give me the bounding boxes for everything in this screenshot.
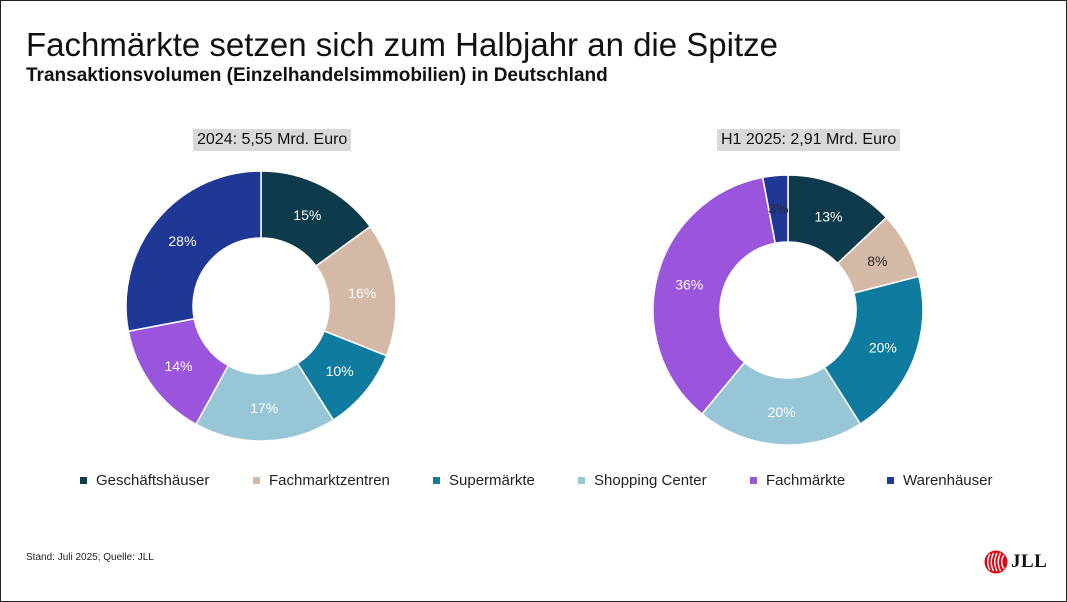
legend-item-geschaeftshaeuser: Geschäftshäuser — [80, 472, 209, 489]
legend-swatch — [80, 477, 87, 484]
data-label: 14% — [164, 358, 192, 374]
legend-label: Warenhäuser — [903, 472, 993, 489]
donut-chart-0: 15% 16% 10% 17% 14% 28% — [125, 170, 397, 442]
jll-logo-icon — [984, 550, 1008, 574]
logo-text: JLL — [1011, 551, 1048, 572]
donut-slice-warenhäuser — [761, 174, 789, 245]
data-label: 20% — [768, 404, 796, 420]
legend-item-supermaerkte: Supermärkte — [433, 472, 535, 489]
donut-slice-fachmarktzentren — [314, 225, 397, 357]
page-title: Fachmärkte setzen sich zum Halbjahr an d… — [26, 26, 779, 63]
chart-title-2024: 2024: 5,55 Mrd. Euro — [193, 129, 352, 151]
data-label: 10% — [326, 363, 354, 379]
page-subtitle: Transaktionsvolumen (Einzelhandelsimmobi… — [26, 65, 608, 86]
data-label: 15% — [293, 207, 321, 223]
data-label: 3% — [768, 200, 788, 216]
donut-slice-warenhäuser — [125, 170, 262, 333]
donut-slice-supermärkte — [823, 275, 924, 426]
legend-label: Shopping Center — [594, 472, 707, 489]
jll-logo: JLL — [984, 550, 1047, 574]
legend-swatch — [253, 477, 260, 484]
data-label: 20% — [869, 340, 897, 356]
data-label: 17% — [250, 400, 278, 416]
data-label: 8% — [867, 253, 887, 269]
data-label: 28% — [168, 233, 196, 249]
data-label: 13% — [814, 208, 842, 224]
donut-slice-fachmärkte — [652, 176, 777, 416]
legend-item-shopping-center: Shopping Center — [578, 472, 707, 489]
legend-label: Fachmarktzentren — [269, 472, 390, 489]
legend-label: Geschäftshäuser — [96, 472, 210, 489]
legend-swatch — [433, 477, 440, 484]
donut-chart-1: 13% 8% 20% 20% 36% 3% — [652, 174, 924, 446]
legend-item-warenhaeuser: Warenhäuser — [887, 472, 993, 489]
legend-swatch — [750, 477, 757, 484]
donut-slice-shopping center — [700, 361, 862, 446]
legend-label: Fachmärkte — [766, 472, 846, 489]
chart-legend: Geschäftshäuser Fachmarktzentren Supermä… — [0, 472, 1067, 492]
legend-item-fachmaerkte: Fachmärkte — [750, 472, 845, 489]
legend-swatch — [887, 477, 894, 484]
legend-swatch — [578, 477, 585, 484]
source-note: Stand: Juli 2025; Quelle: JLL — [26, 552, 154, 563]
data-label: 36% — [675, 277, 703, 293]
chart-title-h1-2025: H1 2025: 2,91 Mrd. Euro — [717, 129, 901, 151]
legend-label: Supermärkte — [449, 472, 535, 489]
data-label: 16% — [348, 285, 376, 301]
legend-item-fachmarktzentren: Fachmarktzentren — [253, 472, 390, 489]
